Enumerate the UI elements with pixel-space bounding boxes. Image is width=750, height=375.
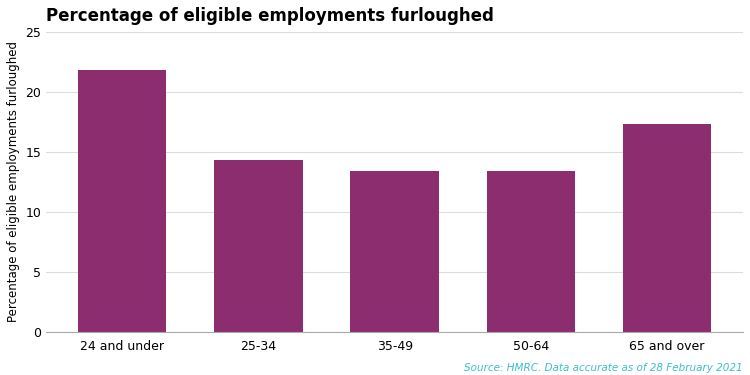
Text: Percentage of eligible employments furloughed: Percentage of eligible employments furlo… (46, 7, 494, 25)
Text: Source: HMRC. Data accurate as of 28 February 2021: Source: HMRC. Data accurate as of 28 Feb… (464, 363, 742, 373)
Bar (214, 160, 303, 332)
Bar (78, 70, 166, 332)
Bar (622, 124, 712, 332)
Bar (487, 171, 575, 332)
Bar (350, 171, 439, 332)
Y-axis label: Percentage of eligible employments furloughed: Percentage of eligible employments furlo… (7, 41, 20, 322)
